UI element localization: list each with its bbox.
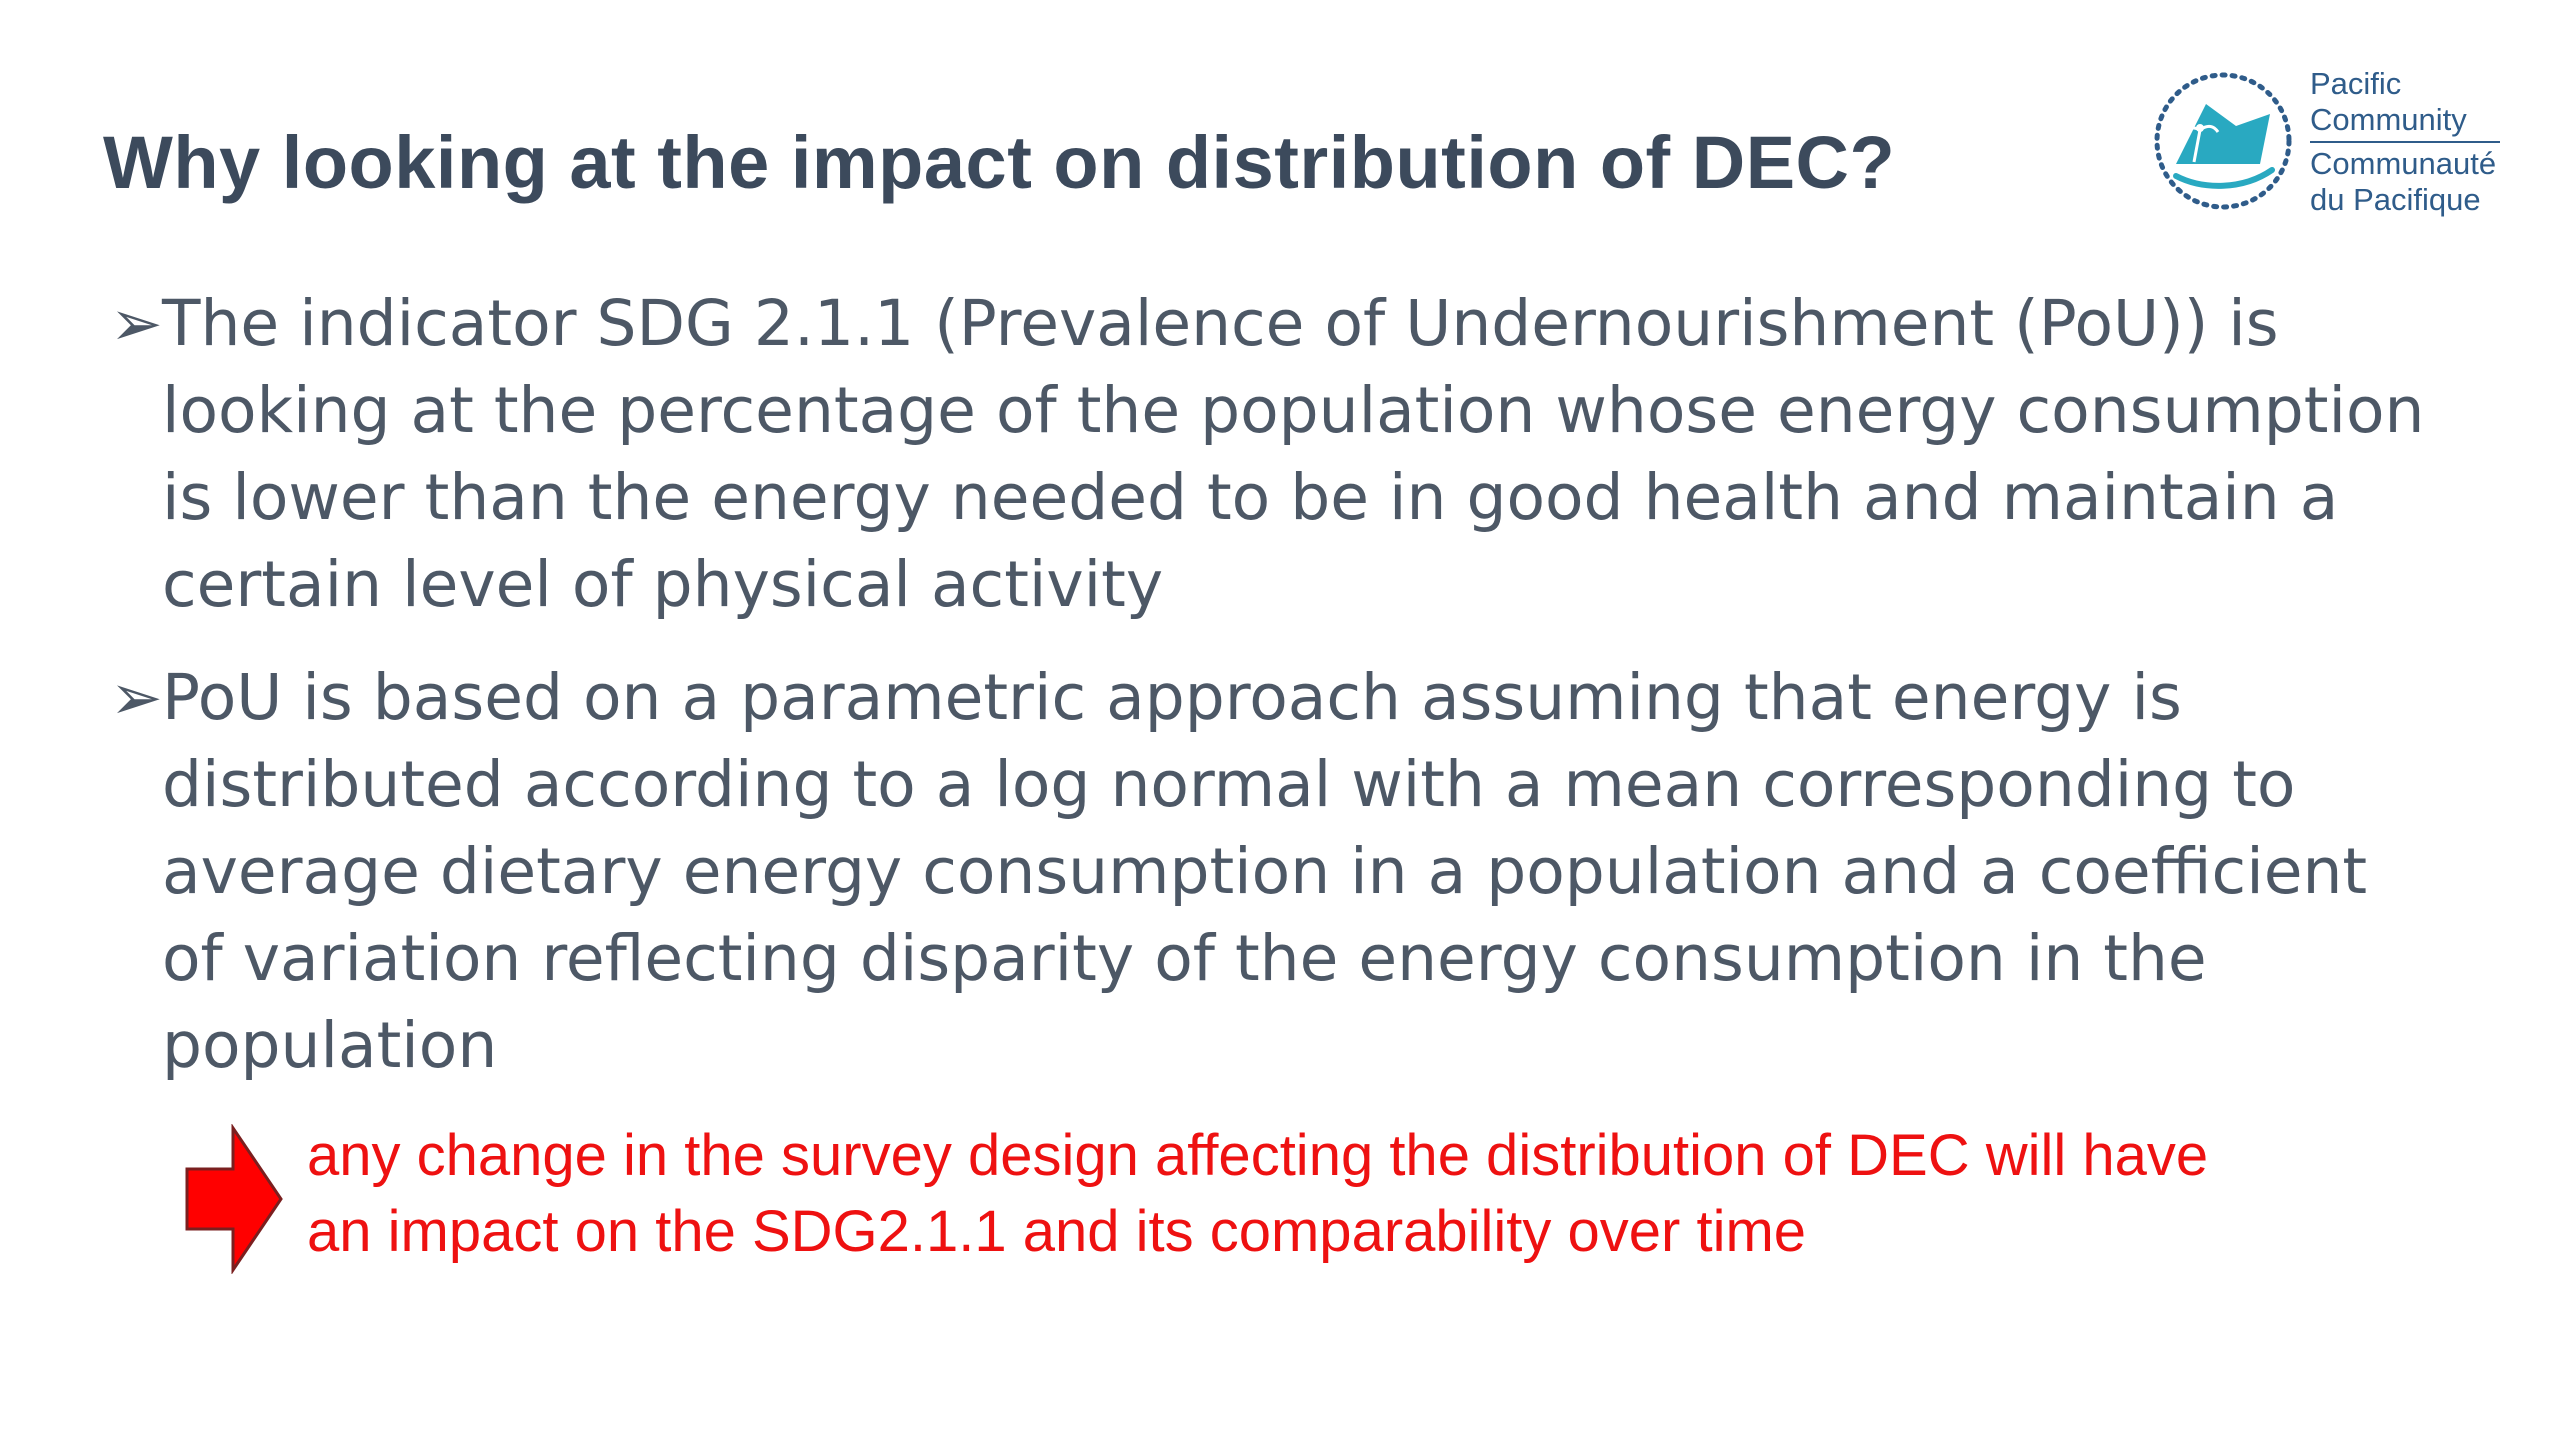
callout-line-2: an impact on the SDG2.1.1 and its compar… (307, 1199, 1807, 1264)
callout-text: any change in the survey design affectin… (307, 1118, 2457, 1270)
bullet-item: ➢ The indicator SDG 2.1.1 (Prevalence of… (110, 280, 2430, 628)
bullet-arrow-icon: ➢ (110, 287, 163, 360)
logo-line-pacific: Pacific (2310, 66, 2402, 101)
logo-line-du-pacifique: du Pacifique (2310, 182, 2481, 217)
callout-line-1: any change in the survey design affectin… (307, 1123, 2209, 1188)
slide-title: Why looking at the impact on distributio… (103, 121, 1896, 204)
logo-text: Pacific Community Communauté du Pacifiqu… (2310, 66, 2530, 218)
bullet-list: ➢ The indicator SDG 2.1.1 (Prevalence of… (110, 280, 2430, 1115)
bullet-text: PoU is based on a parametric approach as… (162, 661, 2368, 1082)
bullet-item: ➢ PoU is based on a parametric approach … (110, 654, 2430, 1089)
logo-line-community: Community (2310, 102, 2467, 137)
bullet-text: The indicator SDG 2.1.1 (Prevalence of U… (162, 287, 2425, 621)
pacific-community-emblem-icon (2154, 72, 2292, 210)
logo-divider (2310, 141, 2500, 143)
right-arrow-icon (185, 1124, 283, 1274)
logo-line-communaute: Communauté (2310, 146, 2497, 181)
bullet-arrow-icon: ➢ (110, 661, 163, 734)
pacific-community-logo: Pacific Community Communauté du Pacifiqu… (2148, 66, 2508, 217)
callout: any change in the survey design affectin… (185, 1118, 2485, 1278)
